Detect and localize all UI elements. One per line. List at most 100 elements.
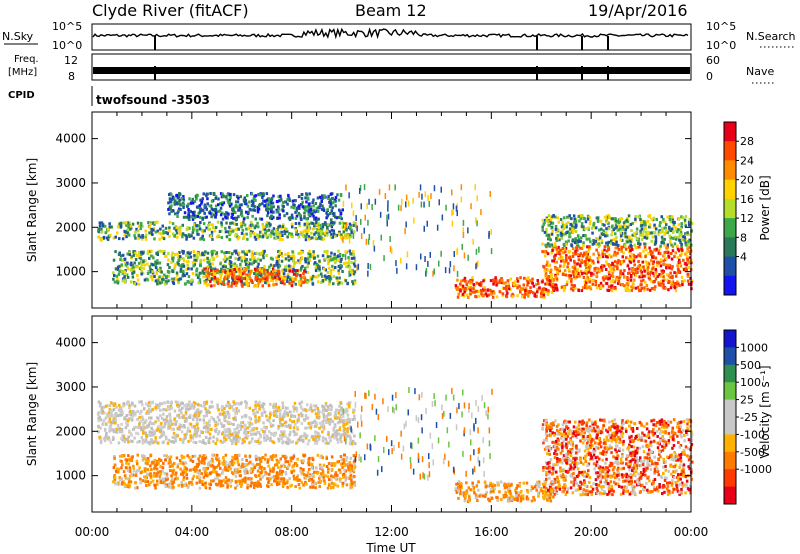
power-cell (638, 289, 641, 293)
power-cell (289, 216, 292, 220)
power-cell (206, 192, 209, 196)
power-cell (588, 256, 591, 260)
power-cell (630, 253, 634, 257)
power-cell (672, 230, 675, 234)
power-cell (629, 278, 633, 282)
velocity-cell (98, 435, 101, 439)
velocity-cell (317, 409, 320, 413)
power-cell (643, 269, 646, 273)
velocity-cell (221, 432, 224, 436)
power-cell (201, 251, 204, 255)
velocity-cell (297, 438, 300, 442)
power-cell (549, 243, 552, 247)
velocity-cell (178, 403, 182, 407)
power-cell (556, 272, 560, 276)
velocity-cell (300, 400, 304, 404)
power-cell (182, 271, 185, 275)
power-cell (353, 259, 357, 263)
power-cell (579, 239, 582, 243)
power-cell (191, 197, 194, 201)
power-cell (147, 221, 150, 225)
power-cell (670, 280, 673, 284)
power-cell (579, 270, 583, 274)
power-cell (119, 254, 123, 258)
power-cell (602, 278, 606, 282)
power-cell (250, 254, 254, 257)
power-cell (138, 282, 141, 286)
power-cell (349, 252, 353, 256)
power-cell (201, 208, 205, 212)
velocity-cell (298, 402, 302, 406)
power-cell (570, 224, 574, 228)
power-cell (156, 220, 159, 224)
velocity-cell (315, 442, 318, 445)
velocity-cell (136, 440, 139, 444)
power-cell (509, 277, 513, 281)
power-cell (214, 204, 218, 208)
power-cell (355, 215, 357, 222)
power-cell (460, 184, 463, 191)
velocity-cell (166, 441, 170, 445)
velocity-cell (228, 436, 231, 439)
power-cell (173, 201, 176, 205)
power-cell (249, 220, 253, 224)
velocity-cell (284, 406, 288, 410)
velocity-cell (329, 403, 332, 407)
power-cell (266, 211, 270, 215)
velocity-cell (313, 419, 316, 423)
power-cell (291, 250, 294, 254)
velocity-cell (124, 438, 127, 441)
power-cell (596, 267, 600, 270)
power-cell (136, 273, 139, 277)
power-cell (533, 294, 536, 298)
power-cell (567, 221, 570, 224)
power-cell (226, 271, 229, 275)
velocity-cell (202, 418, 205, 422)
power-cell (288, 264, 291, 268)
power-cell (586, 268, 589, 272)
power-cell (260, 217, 264, 221)
velocity-cell (145, 440, 148, 444)
power-cell (201, 217, 204, 221)
power-cell (505, 284, 508, 288)
velocity-cell (292, 429, 295, 433)
power-cell (222, 280, 225, 284)
velocity-cell (248, 441, 251, 445)
velocity-cell (273, 433, 277, 436)
power-cell (318, 236, 321, 240)
velocity-cell (127, 440, 130, 444)
power-cell (307, 252, 310, 255)
nave-tick-top: 60 (706, 54, 720, 67)
power-cell (654, 277, 658, 281)
power-cell (456, 295, 460, 299)
freq-label-1: Freq. (14, 54, 39, 65)
power-cell (533, 292, 536, 296)
power-cell (543, 289, 547, 293)
velocity-cell (347, 404, 351, 407)
power-cell (455, 288, 459, 291)
power-cell (168, 220, 172, 224)
power-cell (506, 291, 509, 295)
power-cell (604, 276, 608, 280)
power-cell (226, 216, 229, 220)
power-cell (318, 223, 322, 227)
power-cell (123, 270, 127, 274)
velocity-cell (138, 400, 141, 404)
power-cell (643, 242, 646, 246)
power-cell (232, 193, 236, 197)
velocity-cell (293, 401, 297, 405)
power-cell (224, 226, 227, 230)
power-cell (572, 285, 575, 289)
power-cell (601, 255, 605, 259)
power-cell (254, 259, 258, 263)
power-cell (205, 215, 208, 219)
power-cell (321, 279, 325, 282)
power-cell (280, 198, 283, 202)
power-cell (607, 247, 611, 251)
velocity-cell (346, 402, 349, 406)
power-cell (181, 223, 184, 227)
power-cell (214, 212, 218, 216)
power-cell (290, 257, 293, 261)
power-cell (290, 222, 294, 226)
power-cell (287, 251, 290, 255)
